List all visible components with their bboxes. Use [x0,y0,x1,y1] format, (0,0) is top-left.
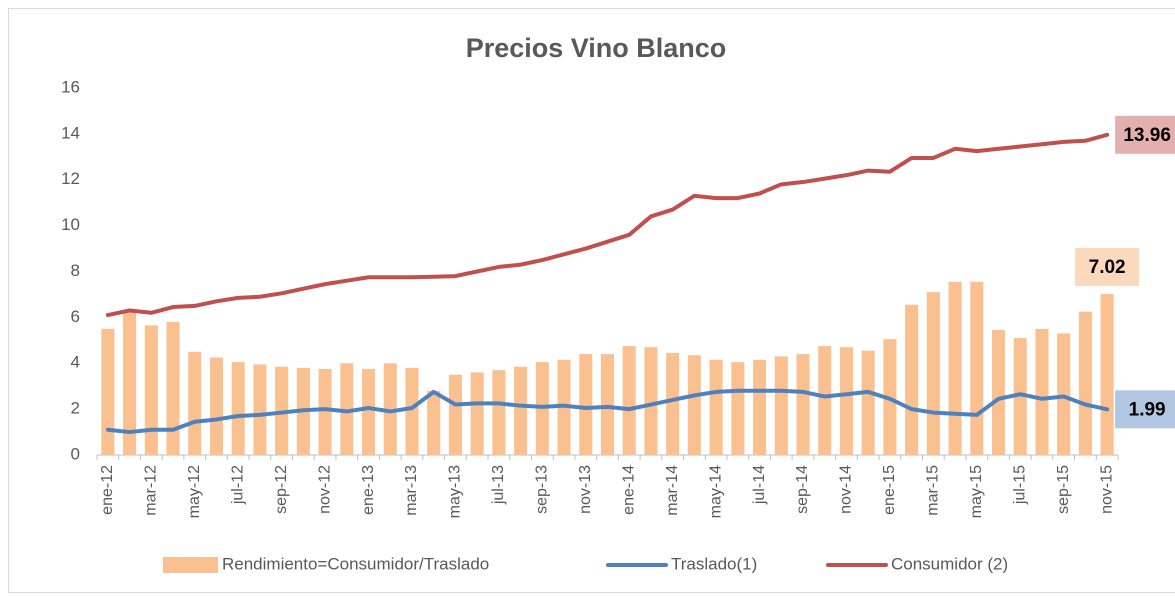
bar [144,325,158,455]
legend-swatch [163,557,218,573]
data-label: 13.96 [1123,125,1171,146]
x-tick-label: may-14 [707,465,724,518]
bar [839,347,853,455]
bar [231,362,245,455]
x-tick-label: mar-12 [143,465,160,516]
bar [209,357,223,455]
bar [492,370,506,455]
bar [666,352,680,455]
bar [1078,311,1092,455]
bar [600,354,615,455]
data-label: 1.99 [1129,399,1166,420]
bar [818,346,832,455]
line [105,388,1110,435]
bar [188,351,202,455]
bar [470,372,484,455]
x-tick-label: jul-14 [751,465,768,505]
x-tick-label: ene-14 [620,465,637,515]
bar [318,368,332,455]
x-tick-label: sep-12 [273,465,290,514]
data-label: 7.02 [1089,257,1126,278]
y-tick-label: 8 [71,261,80,280]
bar [101,328,115,455]
x-tick-label: jul-15 [1011,465,1028,505]
bar [1057,333,1071,455]
bar [622,346,636,455]
bar [687,355,701,455]
legend-label: Traslado(1) [671,554,757,573]
x-tick-label: sep-15 [1055,465,1072,514]
bar [992,329,1006,455]
bar [731,362,745,455]
bar [796,354,810,455]
x-tick-label: nov-14 [838,465,855,514]
x-tick-label: jul-12 [229,465,246,505]
bar [774,356,788,455]
line [105,132,1110,318]
chart-title: Precios Vino Blanco [466,33,727,63]
x-tick-label: may-13 [447,465,464,518]
bar [861,350,875,455]
x-tick-label: mar-15 [925,465,942,516]
x-tick-label: mar-14 [664,465,681,516]
bar [579,354,593,455]
y-tick-label: 14 [61,123,80,142]
bar [926,292,940,455]
legend-label: Consumidor (2) [891,554,1008,573]
bar [1035,328,1049,455]
bar [753,359,767,455]
y-tick-label: 4 [71,353,80,372]
x-tick-label: ene-15 [881,465,898,515]
bar [970,281,984,455]
bar [514,366,528,455]
y-tick-label: 0 [71,444,80,463]
bar [427,390,441,455]
bar [709,359,723,455]
y-tick-label: 12 [61,169,80,188]
x-tick-label: may-15 [968,465,985,518]
x-tick-label: ene-13 [360,465,377,515]
x-tick-label: ene-12 [99,465,116,515]
bar [166,321,180,455]
x-tick-label: may-12 [186,465,203,518]
legend-label: Rendimiento=Consumidor/Traslado [222,554,489,573]
bar [1013,338,1027,455]
bar [948,281,962,455]
x-tick-label: nov-13 [577,465,594,514]
bar [123,312,137,455]
data-label-box [1115,390,1175,429]
bar [253,364,267,455]
data-label-box [1075,247,1140,286]
bar [383,363,397,455]
x-tick-label: nov-12 [316,465,333,514]
x-tick-label: nov-15 [1098,465,1115,514]
x-tick-label: sep-13 [534,465,551,514]
bar [448,374,462,455]
y-tick-label: 2 [71,399,80,418]
bar [644,347,658,455]
x-tick-label: mar-13 [403,465,420,516]
bar [405,367,419,455]
data-label-box [1115,115,1175,154]
x-tick-label: sep-14 [794,465,811,514]
bar [1100,293,1114,455]
bar [362,368,376,455]
y-tick-label: 6 [71,307,80,326]
x-tick-label: jul-13 [490,465,507,505]
bar [905,304,919,455]
y-tick-label: 10 [61,215,80,234]
bar [340,363,354,455]
y-tick-label: 16 [61,77,80,96]
